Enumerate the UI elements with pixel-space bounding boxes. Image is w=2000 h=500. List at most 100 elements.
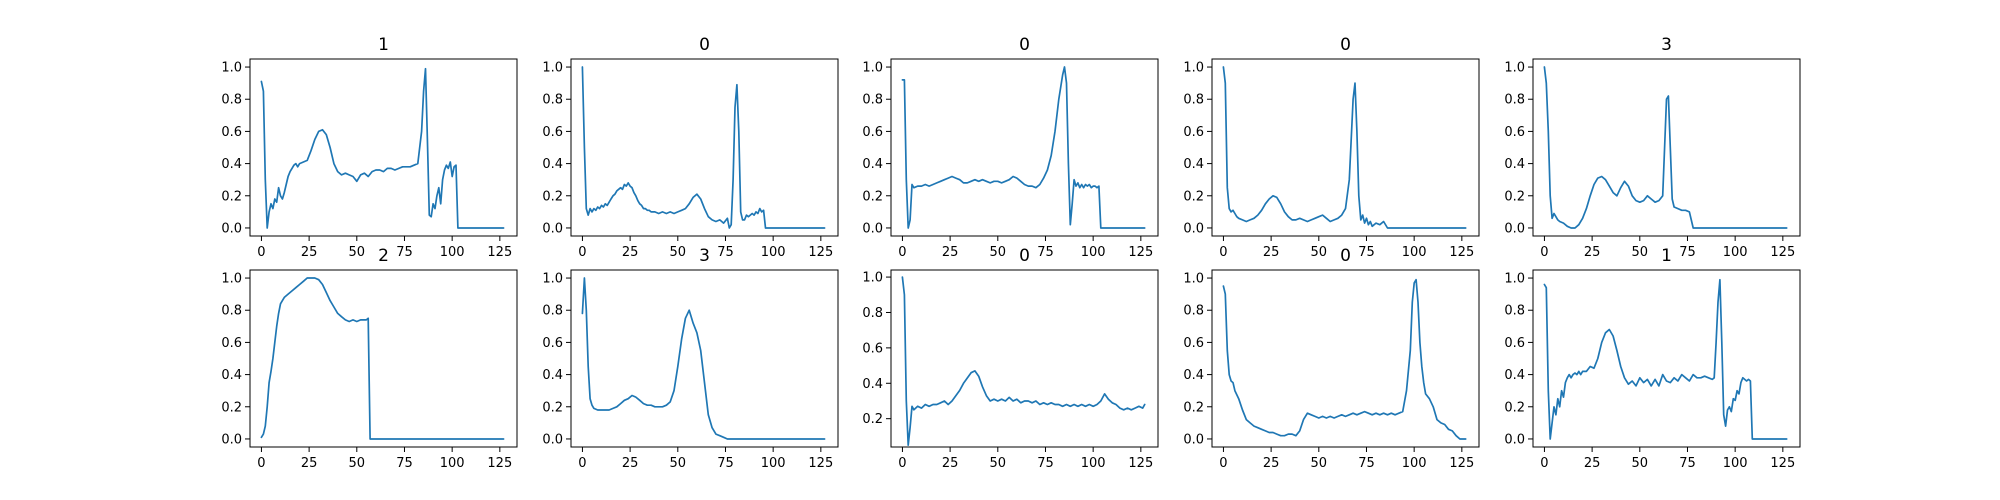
x-tick-label: 100 xyxy=(440,245,465,260)
subplot-3: 0 0 25 50 75 100 125 0.0 0.2 0.4 0.6 0.8 1.0 xyxy=(862,35,1159,260)
x-tick-label: 75 xyxy=(396,456,413,471)
x-tick-label: 75 xyxy=(1358,245,1375,260)
x-tick-label: 50 xyxy=(1311,245,1328,260)
y-tick-label: 0.2 xyxy=(542,400,563,415)
x-tick-label: 125 xyxy=(1128,456,1153,471)
y-tick-label: 0.6 xyxy=(1183,125,1204,140)
x-tick-label: 0 xyxy=(898,245,906,260)
plot-frame xyxy=(570,58,839,237)
x-tick-label: 25 xyxy=(622,456,639,471)
x-tick-label: 125 xyxy=(808,456,833,471)
x-tick-label: 25 xyxy=(1263,456,1280,471)
subplot-title: 0 xyxy=(1340,35,1351,55)
y-tick-label: 0.4 xyxy=(221,368,242,383)
y-tick-label: 0.0 xyxy=(1504,432,1525,447)
x-tick-label: 25 xyxy=(942,456,959,471)
x-tick-label: 0 xyxy=(257,245,265,260)
y-tick-label: 0.6 xyxy=(862,341,883,356)
x-tick-label: 0 xyxy=(578,245,586,260)
subplot-title: 3 xyxy=(1661,35,1672,55)
y-tick-label: 0.8 xyxy=(542,304,563,319)
x-tick-label: 50 xyxy=(1632,456,1649,471)
x-tick-label: 25 xyxy=(1584,245,1601,260)
y-tick-label: 0.0 xyxy=(221,432,242,447)
y-tick-label: 0.2 xyxy=(221,189,242,204)
x-tick-label: 100 xyxy=(440,456,465,471)
x-tick-label: 100 xyxy=(1081,245,1106,260)
x-tick-label: 100 xyxy=(1402,456,1427,471)
y-tick-label: 0.4 xyxy=(1504,368,1525,383)
x-tick-label: 125 xyxy=(1770,456,1795,471)
x-tick-label: 75 xyxy=(1679,245,1696,260)
y-tick-label: 0.0 xyxy=(862,221,883,236)
y-tick-label: 0.6 xyxy=(542,125,563,140)
subplot-6: 2 0 25 50 75 100 125 0.0 0.2 0.4 0.6 0.8 1.0 xyxy=(221,246,518,471)
y-tick-label: 0.6 xyxy=(1183,336,1204,351)
x-tick-label: 50 xyxy=(349,456,366,471)
y-tick-label: 0.0 xyxy=(542,221,563,236)
y-tick-label: 0.0 xyxy=(1504,221,1525,236)
series-line xyxy=(581,277,826,440)
x-tick-label: 100 xyxy=(761,456,786,471)
y-tick-label: 0.4 xyxy=(1183,368,1204,383)
series-line xyxy=(1543,66,1788,229)
subplot-5: 3 0 25 50 75 100 125 0.0 0.2 0.4 0.6 0.8 1.0 xyxy=(1504,35,1801,260)
subplot-title: 0 xyxy=(1019,246,1030,266)
x-tick-label: 0 xyxy=(1540,456,1548,471)
x-tick-label: 125 xyxy=(1770,245,1795,260)
series-line xyxy=(581,66,826,229)
y-tick-label: 1.0 xyxy=(542,272,563,287)
y-tick-label: 0.6 xyxy=(862,125,883,140)
plot-frame xyxy=(1211,58,1480,237)
x-tick-label: 0 xyxy=(898,456,906,471)
y-tick-label: 0.4 xyxy=(862,377,883,392)
x-tick-label: 100 xyxy=(761,245,786,260)
x-tick-label: 0 xyxy=(1540,245,1548,260)
x-tick-label: 100 xyxy=(1402,245,1427,260)
x-tick-label: 75 xyxy=(1679,456,1696,471)
plot-frame xyxy=(890,269,1159,448)
x-tick-label: 125 xyxy=(1128,245,1153,260)
subplot-title: 1 xyxy=(1661,246,1672,266)
x-tick-label: 100 xyxy=(1723,245,1748,260)
x-tick-label: 50 xyxy=(990,456,1007,471)
x-tick-label: 25 xyxy=(1584,456,1601,471)
subplot-title: 3 xyxy=(699,246,710,266)
x-tick-label: 0 xyxy=(1219,456,1227,471)
plot-frame xyxy=(249,269,518,448)
series-line xyxy=(260,67,505,229)
subplot-1: 1 0 25 50 75 100 125 0.0 0.2 0.4 0.6 0.8 1.0 xyxy=(221,35,518,260)
x-tick-label: 25 xyxy=(301,456,318,471)
plot-frame xyxy=(1532,58,1801,237)
x-tick-label: 25 xyxy=(942,245,959,260)
subplot-title: 0 xyxy=(1019,35,1030,55)
subplot-7: 3 0 25 50 75 100 125 0.0 0.2 0.4 0.6 0.8 1.0 xyxy=(542,246,839,471)
plot-frame xyxy=(249,58,518,237)
subplot-title: 2 xyxy=(378,246,389,266)
x-tick-label: 50 xyxy=(1632,245,1649,260)
x-tick-label: 75 xyxy=(717,456,734,471)
x-tick-label: 50 xyxy=(990,245,1007,260)
y-tick-label: 1.0 xyxy=(1183,272,1204,287)
x-tick-label: 125 xyxy=(808,245,833,260)
y-tick-label: 0.2 xyxy=(1183,189,1204,204)
series-line xyxy=(1222,278,1467,440)
series-line xyxy=(1543,278,1788,440)
y-tick-label: 0.0 xyxy=(221,221,242,236)
series-line xyxy=(260,277,505,440)
y-tick-label: 0.4 xyxy=(1504,157,1525,172)
y-tick-label: 0.2 xyxy=(1504,189,1525,204)
x-tick-label: 125 xyxy=(487,245,512,260)
y-tick-label: 0.8 xyxy=(862,306,883,321)
y-tick-label: 0.4 xyxy=(862,157,883,172)
y-tick-label: 0.8 xyxy=(1504,93,1525,108)
x-tick-label: 25 xyxy=(301,245,318,260)
y-tick-label: 0.2 xyxy=(1504,400,1525,415)
y-tick-label: 0.2 xyxy=(221,400,242,415)
y-tick-label: 0.6 xyxy=(542,336,563,351)
series-line xyxy=(901,276,1146,447)
y-tick-label: 0.8 xyxy=(1183,304,1204,319)
x-tick-label: 125 xyxy=(487,456,512,471)
y-tick-label: 0.2 xyxy=(542,189,563,204)
y-tick-label: 1.0 xyxy=(221,272,242,287)
